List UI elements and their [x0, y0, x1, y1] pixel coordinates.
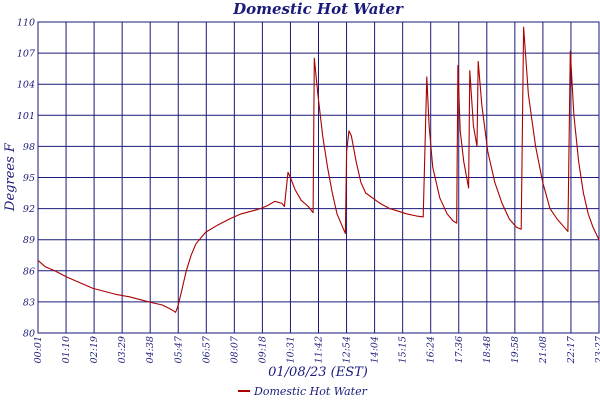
y-tick-label: 107	[17, 49, 36, 60]
x-tick-label: 15:15	[398, 336, 409, 363]
x-tick-label: 04:38	[145, 336, 156, 363]
x-tick-label: 09:18	[257, 336, 268, 363]
x-tick-labels: 00:01 01:10 02:19 03:29 04:38 05:47 06:57 08:07…	[33, 335, 600, 364]
y-tick-label: 83	[23, 297, 35, 308]
y-axis-title: Degrees F	[3, 142, 18, 212]
x-tick-label: 14:04	[370, 336, 381, 363]
x-tick-label: 19:58	[510, 336, 521, 363]
y-tick-label: 104	[17, 80, 35, 91]
y-tick-label: 80	[23, 329, 35, 340]
x-tick-label: 02:19	[89, 336, 100, 363]
series-layer	[37, 26, 600, 313]
x-tick-label: 16:24	[426, 336, 437, 363]
x-tick-label: 11:42	[314, 336, 325, 363]
y-tick-label: 86	[23, 266, 35, 277]
chart-title: Domestic Hot Water	[232, 0, 404, 18]
y-tick-label: 110	[17, 18, 35, 29]
y-tick-labels: 80 83 86 89 92 95 98 101 104 107 110	[17, 18, 36, 340]
legend: Domestic Hot Water	[238, 385, 368, 398]
x-axis-title: 01/08/23 (EST)	[268, 365, 368, 380]
x-tick-label: 17:36	[454, 336, 465, 363]
y-tick-label: 95	[23, 173, 35, 184]
x-tick-label: 22:17	[566, 335, 577, 364]
grid	[37, 21, 600, 334]
x-tick-label: 12:54	[342, 336, 353, 363]
x-tick-label: 08:07	[229, 335, 240, 363]
x-tick-label: 23:27	[594, 335, 600, 364]
y-tick-label: 98	[23, 142, 35, 153]
y-tick-label: 89	[23, 235, 35, 246]
x-tick-label: 00:01	[33, 336, 44, 363]
x-tick-label: 01:10	[61, 336, 72, 363]
x-tick-label: 05:47	[173, 335, 184, 363]
y-tick-label: 92	[23, 204, 35, 215]
x-tick-label: 21:08	[538, 336, 549, 364]
y-tick-label: 101	[17, 111, 35, 122]
series-line-domestic-hot-water	[37, 26, 600, 313]
plot-frame	[37, 21, 600, 334]
x-tick-label: 18:48	[482, 336, 493, 363]
x-tick-label: 06:57	[201, 335, 212, 363]
legend-label: Domestic Hot Water	[253, 385, 368, 398]
x-tick-label: 03:29	[117, 336, 128, 363]
x-tick-label: 10:31	[285, 336, 296, 363]
